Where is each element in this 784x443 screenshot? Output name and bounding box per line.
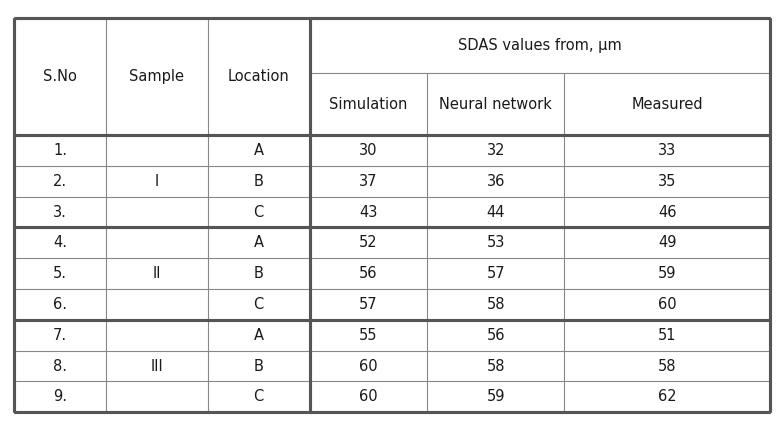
- Text: B: B: [254, 358, 263, 373]
- Text: Neural network: Neural network: [440, 97, 552, 112]
- Text: 1.: 1.: [53, 143, 67, 158]
- Text: 49: 49: [658, 235, 677, 250]
- Text: 55: 55: [359, 328, 378, 343]
- Text: 62: 62: [658, 389, 677, 404]
- Text: C: C: [253, 389, 264, 404]
- Text: 60: 60: [359, 389, 378, 404]
- Text: 43: 43: [359, 205, 378, 220]
- Text: SDAS values from, μm: SDAS values from, μm: [458, 38, 622, 53]
- Text: Simulation: Simulation: [329, 97, 408, 112]
- Text: C: C: [253, 205, 264, 220]
- Text: A: A: [254, 328, 263, 343]
- Text: Location: Location: [228, 69, 289, 84]
- Text: S.No: S.No: [43, 69, 77, 84]
- Text: 33: 33: [658, 143, 677, 158]
- Text: 4.: 4.: [53, 235, 67, 250]
- Text: 59: 59: [487, 389, 505, 404]
- Text: B: B: [254, 174, 263, 189]
- Text: II: II: [153, 266, 161, 281]
- Text: 60: 60: [359, 358, 378, 373]
- Text: 5.: 5.: [53, 266, 67, 281]
- Text: 58: 58: [487, 297, 505, 312]
- Text: 56: 56: [359, 266, 378, 281]
- Text: 60: 60: [658, 297, 677, 312]
- Text: 53: 53: [487, 235, 505, 250]
- Text: 6.: 6.: [53, 297, 67, 312]
- Text: 7.: 7.: [53, 328, 67, 343]
- Text: 37: 37: [359, 174, 378, 189]
- Text: A: A: [254, 235, 263, 250]
- Text: 51: 51: [658, 328, 677, 343]
- Text: 30: 30: [359, 143, 378, 158]
- Text: Measured: Measured: [631, 97, 703, 112]
- Text: 36: 36: [487, 174, 505, 189]
- Text: B: B: [254, 266, 263, 281]
- Text: 32: 32: [487, 143, 505, 158]
- Text: A: A: [254, 143, 263, 158]
- Text: 58: 58: [487, 358, 505, 373]
- Text: 57: 57: [359, 297, 378, 312]
- Text: 9.: 9.: [53, 389, 67, 404]
- Text: I: I: [154, 174, 159, 189]
- Text: 59: 59: [658, 266, 677, 281]
- Text: 2.: 2.: [53, 174, 67, 189]
- Text: 58: 58: [658, 358, 677, 373]
- Text: 3.: 3.: [53, 205, 67, 220]
- Text: 8.: 8.: [53, 358, 67, 373]
- Text: Sample: Sample: [129, 69, 184, 84]
- Text: 35: 35: [658, 174, 677, 189]
- Text: III: III: [151, 358, 163, 373]
- Text: 46: 46: [658, 205, 677, 220]
- Text: 52: 52: [359, 235, 378, 250]
- Text: C: C: [253, 297, 264, 312]
- Text: 44: 44: [487, 205, 505, 220]
- Text: 57: 57: [487, 266, 505, 281]
- Text: 56: 56: [487, 328, 505, 343]
